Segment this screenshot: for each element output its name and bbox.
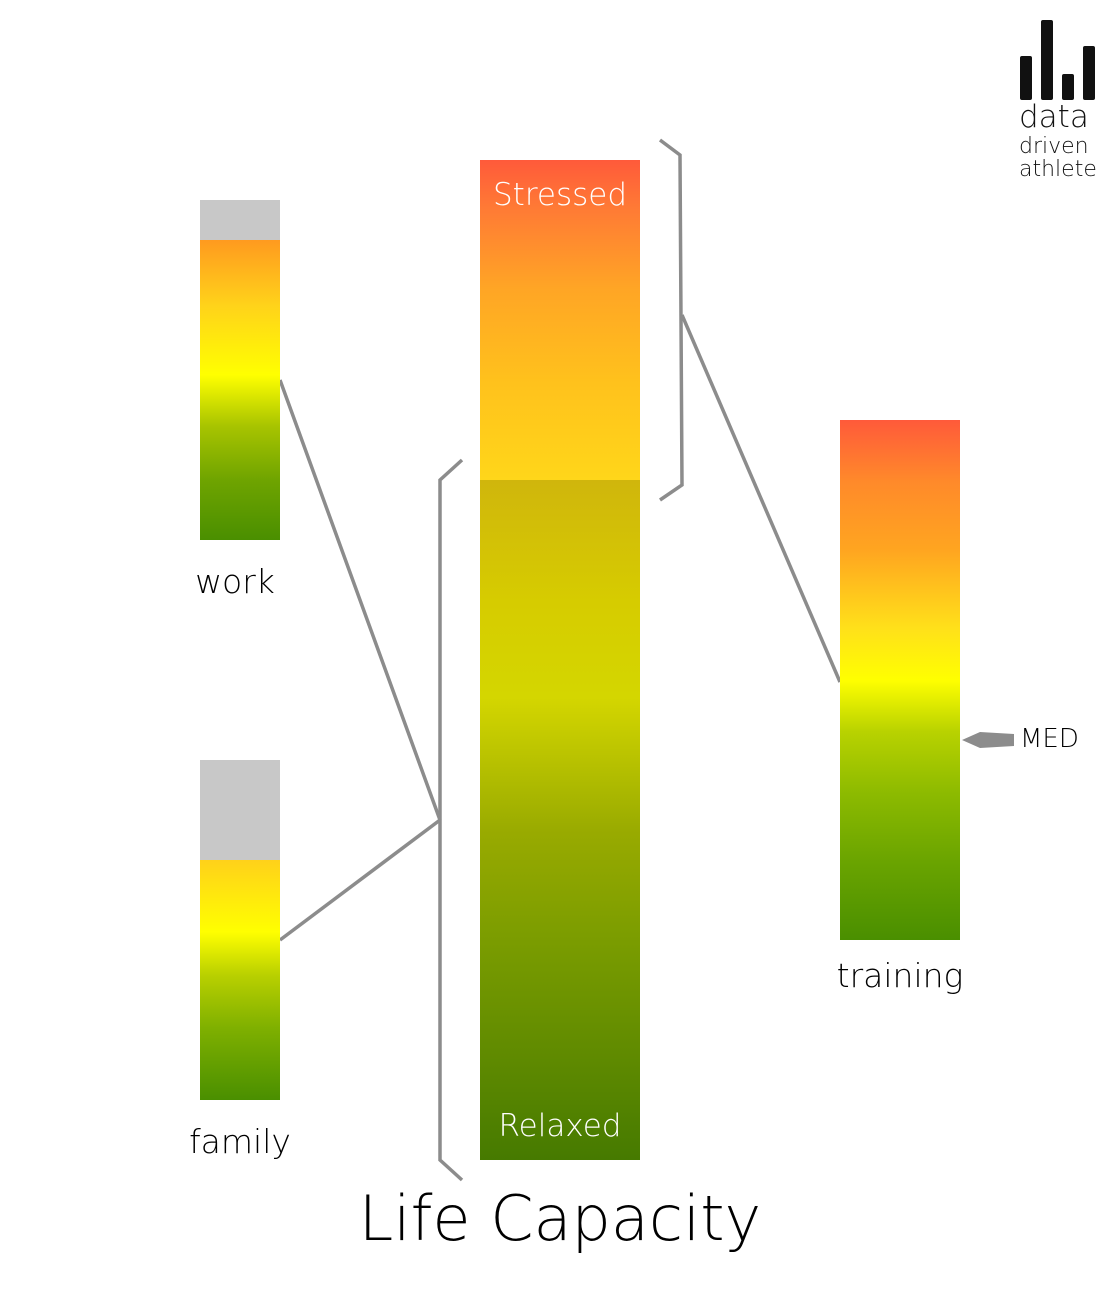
stressed-label: Stressed (480, 177, 640, 213)
work-bar-fill (200, 240, 280, 540)
logo-bar-2 (1041, 20, 1053, 100)
data-driven-athlete-logo: data driven athlete (1015, 18, 1115, 188)
work-connector-line (280, 380, 440, 820)
med-marker-label: MED (1020, 724, 1079, 754)
work-label: work (175, 562, 295, 601)
logo-bar-1 (1020, 56, 1032, 100)
training-bar (840, 420, 960, 940)
work-bar-empty (200, 200, 280, 240)
life-capacity-relaxed-segment (480, 480, 640, 1160)
life-capacity-title: Life Capacity (300, 1182, 820, 1255)
family-connector-line (280, 820, 440, 940)
training-connector-line (682, 315, 840, 682)
relaxed-label: Relaxed (480, 1108, 640, 1144)
relaxed-bracket (440, 460, 462, 1180)
logo-bar-4 (1083, 46, 1095, 100)
family-bar-fill (200, 860, 280, 1100)
med-marker-arrow (962, 732, 1014, 748)
logo-text-driven: driven (1019, 136, 1089, 158)
family-bar-empty (200, 760, 280, 860)
stressed-bracket (660, 140, 682, 500)
family-label: family (170, 1122, 310, 1161)
logo-text-data: data (1019, 102, 1089, 133)
logo-bar-3 (1062, 74, 1074, 100)
logo-text-athlete: athlete (1019, 159, 1097, 181)
training-label: training (820, 956, 980, 995)
